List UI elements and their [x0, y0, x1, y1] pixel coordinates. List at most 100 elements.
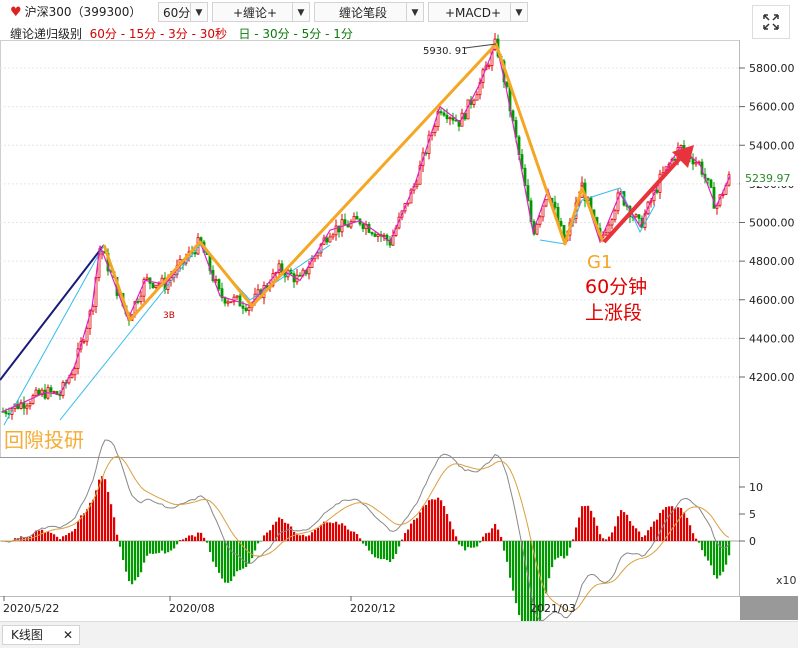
- macd-histogram-bar: [386, 541, 389, 561]
- macd-histogram-bar: [437, 497, 440, 541]
- candle-body: [553, 201, 557, 208]
- chevron-down-icon: ▼: [292, 3, 309, 21]
- candle-body: [232, 296, 236, 303]
- candle-body: [607, 224, 611, 234]
- macd-histogram-bar: [365, 541, 368, 546]
- candle-body: [637, 214, 641, 219]
- macd-histogram-bar: [641, 536, 644, 541]
- macd-histogram-bar: [65, 535, 68, 541]
- macd-histogram-bar: [668, 506, 671, 541]
- macd-histogram-bar: [677, 507, 680, 541]
- macd-histogram-bar: [92, 499, 95, 541]
- macd-histogram-bar: [95, 490, 98, 541]
- macd-histogram-bar: [548, 541, 551, 579]
- macd-histogram-bar: [527, 541, 530, 621]
- candle-body: [709, 179, 713, 188]
- macd-histogram-bar: [302, 534, 305, 541]
- candle-body: [25, 405, 29, 409]
- macd-histogram-bar: [479, 541, 482, 543]
- macd-histogram-bar: [314, 529, 317, 541]
- macd-histogram-bar: [518, 541, 521, 616]
- macd-histogram-bar: [629, 521, 632, 541]
- chevron-down-icon: ▼: [406, 3, 423, 21]
- macd-histogram-bar: [593, 517, 596, 541]
- candle-body: [541, 205, 545, 218]
- macd-histogram-bar: [536, 541, 539, 621]
- macd-histogram-bar: [401, 539, 404, 541]
- macd-histogram-bar: [683, 512, 686, 541]
- candle-body: [343, 219, 347, 225]
- macd-histogram-bar: [185, 537, 188, 541]
- macd-histogram-bar: [272, 524, 275, 541]
- macd-histogram-bar: [335, 521, 338, 541]
- macd-histogram-bar: [341, 523, 344, 541]
- macd-histogram-bar: [113, 517, 116, 541]
- expand-icon: [763, 14, 779, 30]
- candle-body: [70, 374, 74, 379]
- macd-histogram-bar: [716, 541, 719, 579]
- candle-body: [223, 297, 227, 304]
- symbol-selector[interactable]: ♥ 沪深300（399300）: [4, 2, 156, 22]
- candle-body: [442, 112, 446, 116]
- price-tick-label: 5600.00: [749, 101, 795, 114]
- tab-kline[interactable]: K线图 ✕: [2, 625, 80, 645]
- macd-histogram-bar: [695, 538, 698, 541]
- favorite-heart-icon[interactable]: ♥: [10, 5, 22, 20]
- candle-body: [214, 279, 218, 281]
- macd-plus-button[interactable]: +MACD+ ▼: [428, 2, 528, 22]
- period-dropdown[interactable]: 60分 ▼: [158, 2, 208, 22]
- macd-histogram-bar: [452, 529, 455, 541]
- macd-histogram-bar: [326, 522, 329, 541]
- candle-body: [706, 177, 710, 181]
- macd-histogram-bar: [179, 540, 182, 541]
- candle-body: [331, 234, 335, 238]
- macd-histogram-bar: [563, 541, 566, 559]
- macd-histogram-bar: [398, 541, 401, 547]
- candle-body: [271, 273, 275, 287]
- time-tick-label: 2020/5/22: [3, 602, 59, 615]
- candle-body: [16, 403, 20, 409]
- candle-body: [472, 99, 476, 105]
- candle-body: [418, 165, 422, 185]
- expand-button[interactable]: [752, 5, 790, 39]
- macd-histogram-bar: [350, 531, 353, 541]
- macd-histogram-bar: [116, 534, 119, 541]
- candle-body: [367, 223, 371, 233]
- macd-histogram-bar: [566, 541, 569, 556]
- peak-leader-line: [464, 43, 497, 49]
- macd-histogram-bar: [74, 528, 77, 541]
- last-price-label: 5239.97: [745, 172, 791, 185]
- macd-tick-label: 10: [749, 481, 763, 494]
- macd-histogram-bar: [173, 541, 176, 549]
- macd-histogram-bar: [161, 541, 164, 551]
- candle-body: [52, 391, 56, 393]
- macd-histogram-bar: [575, 527, 578, 541]
- macd-plus-label: +MACD+: [445, 6, 502, 20]
- candle-body: [19, 402, 23, 409]
- price-tick-label: 5400.00: [749, 139, 795, 152]
- candle-body: [388, 239, 392, 246]
- candle-body: [31, 395, 35, 405]
- kline-chart[interactable]: 4200.004400.004600.004800.005000.005200.…: [0, 0, 798, 621]
- macd-histogram-bar: [710, 541, 713, 566]
- macd-histogram-bar: [539, 541, 542, 621]
- candle-body: [352, 216, 356, 223]
- channel-line: [59, 244, 331, 421]
- chanlun-plus-button[interactable]: +缠论+ ▼: [212, 2, 310, 22]
- macd-histogram-bar: [188, 535, 191, 541]
- macd-histogram-bar: [68, 533, 71, 541]
- candle-body: [559, 221, 563, 226]
- chanlun-bidduan-button[interactable]: 缠论笔段 ▼: [314, 2, 424, 22]
- macd-histogram-bar: [53, 534, 56, 541]
- close-icon[interactable]: ✕: [62, 628, 73, 642]
- macd-histogram-bar: [287, 523, 290, 541]
- macd-histogram-bar: [698, 541, 701, 543]
- tab-kline-label: K线图: [11, 628, 43, 642]
- macd-histogram-bar: [482, 536, 485, 541]
- macd-histogram-bar: [200, 532, 203, 541]
- macd-histogram-bar: [317, 528, 320, 541]
- macd-histogram-bar: [263, 535, 266, 541]
- candle-body: [238, 295, 242, 307]
- macd-histogram-bar: [419, 512, 422, 541]
- macd-histogram-bar: [407, 529, 410, 541]
